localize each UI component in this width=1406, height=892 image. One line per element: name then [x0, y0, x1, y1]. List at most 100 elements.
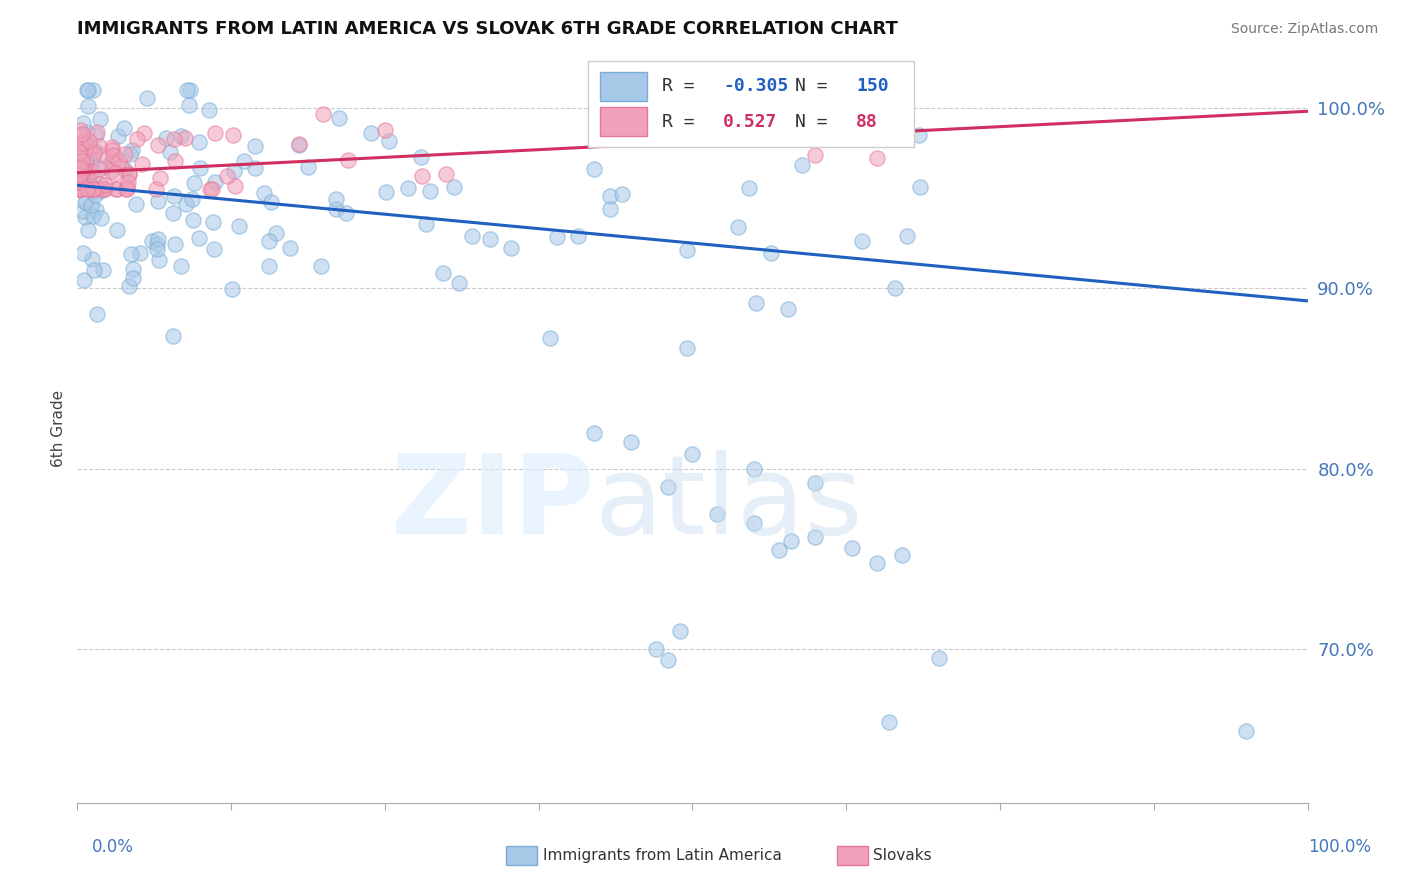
- Point: [436, 167, 458, 181]
- Text: 0.527: 0.527: [723, 112, 778, 131]
- Point: [70, 153, 93, 168]
- Point: [69, 123, 91, 137]
- Point: [94, 182, 117, 196]
- Point: [75, 155, 97, 169]
- Point: [165, 154, 187, 169]
- Point: [181, 213, 204, 227]
- Point: [69, 165, 91, 179]
- Point: [72, 246, 94, 260]
- Point: [146, 236, 169, 251]
- Point: [120, 247, 142, 261]
- Text: Immigrants from Latin America: Immigrants from Latin America: [543, 848, 782, 863]
- Point: [146, 194, 169, 208]
- Point: [69, 161, 91, 175]
- Point: [131, 156, 153, 170]
- Point: [896, 228, 918, 243]
- Point: [69, 168, 91, 182]
- Point: [676, 244, 699, 258]
- Text: ZIP: ZIP: [391, 450, 595, 557]
- Point: [759, 245, 782, 260]
- Text: 150: 150: [856, 78, 889, 95]
- Point: [657, 480, 679, 494]
- Point: [112, 121, 135, 136]
- Point: [145, 182, 167, 196]
- Point: [204, 175, 226, 189]
- Point: [297, 160, 319, 174]
- Point: [69, 182, 91, 196]
- Point: [375, 185, 398, 199]
- Point: [162, 206, 184, 220]
- Point: [149, 170, 172, 185]
- Text: N =: N =: [794, 112, 838, 131]
- Point: [851, 234, 873, 248]
- Point: [432, 266, 454, 280]
- Point: [335, 206, 357, 220]
- Point: [163, 189, 186, 203]
- Point: [163, 132, 186, 146]
- Point: [69, 182, 91, 196]
- Point: [69, 182, 91, 196]
- Point: [115, 182, 138, 196]
- Point: [118, 279, 141, 293]
- Point: [93, 161, 115, 175]
- Point: [80, 180, 103, 194]
- Point: [583, 425, 606, 440]
- Point: [107, 129, 129, 144]
- Point: [83, 144, 105, 158]
- Point: [141, 234, 163, 248]
- Text: 100.0%: 100.0%: [1308, 838, 1371, 855]
- Point: [222, 164, 245, 178]
- Text: R =: R =: [662, 112, 706, 131]
- Point: [82, 182, 104, 196]
- Point: [148, 253, 170, 268]
- Point: [170, 128, 193, 143]
- Point: [100, 163, 122, 178]
- Point: [83, 262, 105, 277]
- Point: [162, 329, 184, 343]
- Point: [104, 166, 127, 180]
- Point: [567, 229, 589, 244]
- Point: [77, 182, 100, 196]
- Point: [91, 263, 114, 277]
- Point: [260, 194, 283, 209]
- Point: [114, 163, 136, 178]
- Point: [890, 549, 912, 563]
- Point: [252, 186, 274, 201]
- Point: [610, 186, 633, 201]
- Point: [86, 307, 108, 321]
- Point: [278, 241, 301, 255]
- Point: [804, 148, 827, 162]
- Point: [82, 82, 104, 96]
- Point: [69, 136, 91, 151]
- Point: [118, 167, 141, 181]
- Point: [69, 159, 91, 173]
- Point: [72, 116, 94, 130]
- Point: [118, 147, 141, 161]
- Point: [69, 182, 91, 196]
- Point: [582, 162, 605, 177]
- Point: [94, 178, 117, 192]
- Point: [411, 169, 433, 183]
- Point: [804, 530, 827, 544]
- Point: [101, 153, 124, 168]
- Point: [449, 276, 471, 290]
- Text: 0.0%: 0.0%: [91, 838, 134, 855]
- Point: [121, 261, 143, 276]
- Point: [180, 192, 202, 206]
- Point: [176, 197, 198, 211]
- Text: -0.305: -0.305: [723, 78, 789, 95]
- Point: [243, 161, 266, 176]
- Point: [179, 97, 201, 112]
- Point: [243, 139, 266, 153]
- Point: [879, 714, 901, 729]
- Point: [79, 135, 101, 149]
- Text: Source: ZipAtlas.com: Source: ZipAtlas.com: [1230, 22, 1378, 37]
- Point: [538, 331, 561, 345]
- Point: [73, 210, 96, 224]
- Point: [804, 476, 827, 491]
- Point: [104, 149, 127, 163]
- Point: [105, 182, 128, 196]
- Point: [89, 184, 111, 198]
- Point: [727, 219, 749, 234]
- Point: [69, 166, 91, 180]
